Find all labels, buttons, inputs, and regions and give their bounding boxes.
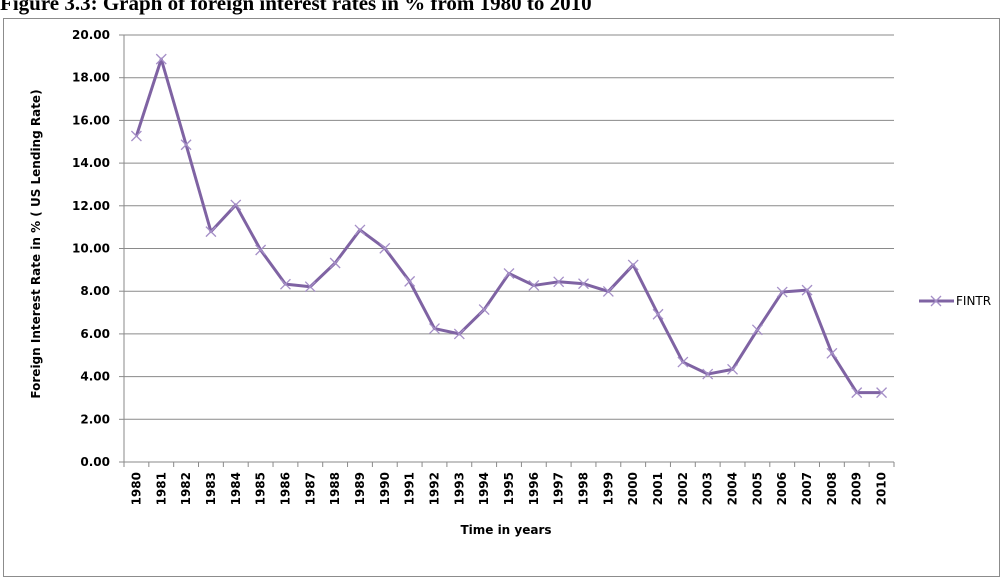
x-tick-label: 1983 <box>204 472 218 505</box>
x-tick-label: 1986 <box>278 472 292 505</box>
x-tick-label: 2007 <box>800 472 814 505</box>
x-tick-label: 1999 <box>601 472 615 505</box>
data-point <box>578 278 589 290</box>
legend: FINTR <box>919 294 991 308</box>
x-tick-label: 2003 <box>701 472 715 505</box>
y-tick-label: 14.00 <box>72 156 110 170</box>
x-tick-label: 2010 <box>875 472 889 505</box>
data-point <box>404 275 416 287</box>
series-line <box>134 57 882 395</box>
y-tick-label: 2.00 <box>80 412 110 426</box>
x-tick-label: 1997 <box>552 472 566 505</box>
data-point <box>130 130 142 142</box>
data-point <box>801 284 813 296</box>
x-tick-label: 1988 <box>328 472 342 505</box>
x-tick-label: 1989 <box>353 472 367 505</box>
series-fintr <box>130 53 888 399</box>
x-tick-label: 2008 <box>825 472 839 505</box>
chart-frame: 0.00 2.00 4.00 6.00 8.00 10.00 12.00 14.00 16.00… <box>3 18 1000 577</box>
y-tick-label: 10.00 <box>72 242 110 256</box>
x-tick-label: 2009 <box>850 472 864 505</box>
data-point <box>478 304 490 316</box>
y-tick-label: 6.00 <box>80 327 110 341</box>
x-tick-label: 1993 <box>452 472 466 505</box>
data-point <box>379 242 391 254</box>
x-tick-label: 1994 <box>477 472 491 505</box>
legend-marker <box>930 295 942 307</box>
data-point <box>602 285 614 297</box>
x-tick-labels: 1980 1981 1982 1983 1984 1985 1986 1987 1988 1989… <box>129 472 888 505</box>
y-tick-label: 20.00 <box>72 28 110 42</box>
y-tick-label: 8.00 <box>80 284 110 298</box>
x-tick-label: 1990 <box>378 472 392 505</box>
data-point <box>677 356 689 368</box>
x-tick-label: 1995 <box>502 472 516 505</box>
x-axis-title: Time in years <box>460 523 551 537</box>
data-point <box>776 286 788 298</box>
x-tick-label: 1981 <box>154 472 168 505</box>
axes <box>123 35 895 467</box>
data-point <box>453 328 465 340</box>
y-tick-label: 16.00 <box>72 113 110 127</box>
data-point <box>255 244 267 256</box>
y-tick-label: 18.00 <box>72 71 110 85</box>
x-tick-label: 1987 <box>303 472 317 505</box>
data-point <box>279 278 291 290</box>
data-point <box>702 368 714 380</box>
data-point <box>876 387 888 399</box>
x-tick-label: 1980 <box>129 472 143 505</box>
data-point <box>205 226 217 238</box>
x-tick-label: 2004 <box>726 472 740 505</box>
x-tick-label: 2006 <box>775 472 789 505</box>
data-point <box>553 276 565 288</box>
x-tick-label: 1991 <box>403 472 417 505</box>
legend-label: FINTR <box>956 294 991 308</box>
x-tick-label: 2002 <box>676 472 690 505</box>
y-axis-title: Foreign Interest Rate in % ( US Lending … <box>29 89 43 398</box>
y-tick-label: 12.00 <box>72 199 110 213</box>
data-point <box>627 259 639 271</box>
data-point <box>230 199 242 211</box>
data-point <box>727 363 739 375</box>
x-tick-label: 2005 <box>750 472 764 505</box>
x-tick-label: 1985 <box>254 472 268 505</box>
data-point <box>180 139 192 151</box>
x-tick-label: 1998 <box>577 472 591 505</box>
x-tick-label: 1984 <box>229 472 243 505</box>
y-tick-label: 0.00 <box>80 455 110 469</box>
data-point <box>304 281 316 293</box>
x-tick-label: 1992 <box>427 472 441 505</box>
x-tick-label: 1982 <box>179 472 193 505</box>
data-point <box>851 387 863 399</box>
data-point <box>503 268 515 279</box>
figure-caption: Figure 3.3: Graph of foreign interest ra… <box>0 0 592 15</box>
data-point <box>528 279 540 291</box>
data-point <box>329 257 341 269</box>
data-point <box>826 347 838 359</box>
data-point <box>652 308 664 320</box>
y-tick-label: 4.00 <box>80 370 110 384</box>
data-point <box>354 224 366 236</box>
line-chart: 0.00 2.00 4.00 6.00 8.00 10.00 12.00 14.00 16.00… <box>29 28 991 537</box>
x-tick-label: 2000 <box>626 472 640 505</box>
data-point <box>751 324 763 336</box>
x-tick-label: 1996 <box>527 472 541 505</box>
data-point <box>155 53 167 65</box>
gridlines <box>119 34 894 463</box>
data-point <box>429 323 440 335</box>
y-tick-labels: 0.00 2.00 4.00 6.00 8.00 10.00 12.00 14.00 16.00… <box>72 28 110 469</box>
x-tick-label: 2001 <box>651 472 665 505</box>
